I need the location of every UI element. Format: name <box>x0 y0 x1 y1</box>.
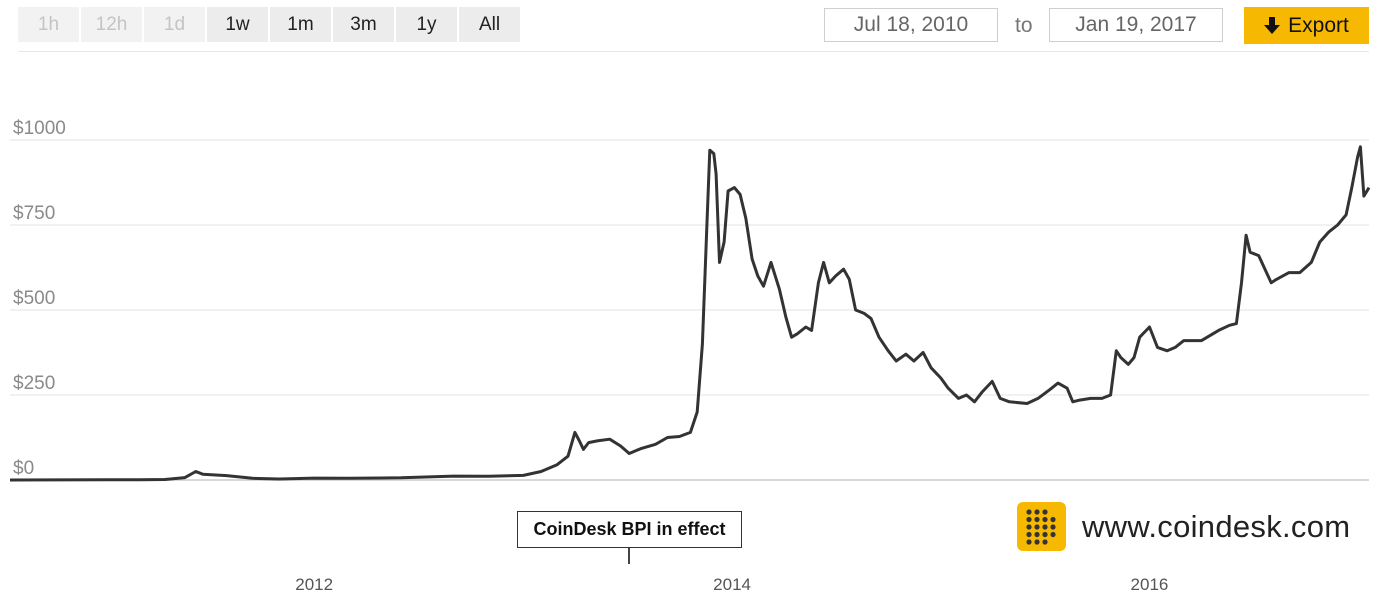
y-tick-label: $750 <box>13 203 55 224</box>
range-button-12h: 12h <box>81 7 142 42</box>
download-arrow-icon <box>1264 16 1281 35</box>
y-axis-labels: $0 $250 $500 $750 $1000 <box>13 118 66 479</box>
range-button-1w[interactable]: 1w <box>207 7 268 42</box>
price-series-line <box>9 145 1371 482</box>
export-button-label: Export <box>1288 13 1349 37</box>
range-selector: 1h 12h 1d 1w 1m 3m 1y All <box>18 7 520 42</box>
x-tick-label: 2012 <box>295 575 333 594</box>
date-to-field[interactable]: Jan 19, 2017 <box>1049 8 1223 42</box>
coindesk-grid-icon <box>1017 502 1066 551</box>
date-from-field[interactable]: Jul 18, 2010 <box>824 8 998 42</box>
logo-text: www.coindesk.com <box>1082 508 1351 544</box>
bpi-annotation-stem <box>628 548 630 564</box>
coindesk-logo: www.coindesk.com <box>1017 502 1350 551</box>
range-button-3m[interactable]: 3m <box>333 7 394 42</box>
y-tick-label: $500 <box>13 288 55 309</box>
range-button-1h: 1h <box>18 7 79 42</box>
y-tick-label: $250 <box>13 373 55 394</box>
y-tick-label: $0 <box>13 458 34 479</box>
x-tick-label: 2014 <box>713 575 751 594</box>
chart-grid <box>10 139 1369 481</box>
x-axis-labels: 2012 2014 2016 <box>295 575 1168 594</box>
range-button-1m[interactable]: 1m <box>270 7 331 42</box>
range-button-1y[interactable]: 1y <box>396 7 457 42</box>
bpi-annotation: CoinDesk BPI in effect <box>517 511 742 548</box>
range-button-all[interactable]: All <box>459 7 520 42</box>
range-button-1d: 1d <box>144 7 205 42</box>
toolbar-divider <box>18 51 1369 52</box>
export-button[interactable]: Export <box>1244 7 1369 44</box>
y-tick-label: $1000 <box>13 118 66 139</box>
x-tick-label: 2016 <box>1131 575 1169 594</box>
date-separator-label: to <box>1015 14 1033 37</box>
